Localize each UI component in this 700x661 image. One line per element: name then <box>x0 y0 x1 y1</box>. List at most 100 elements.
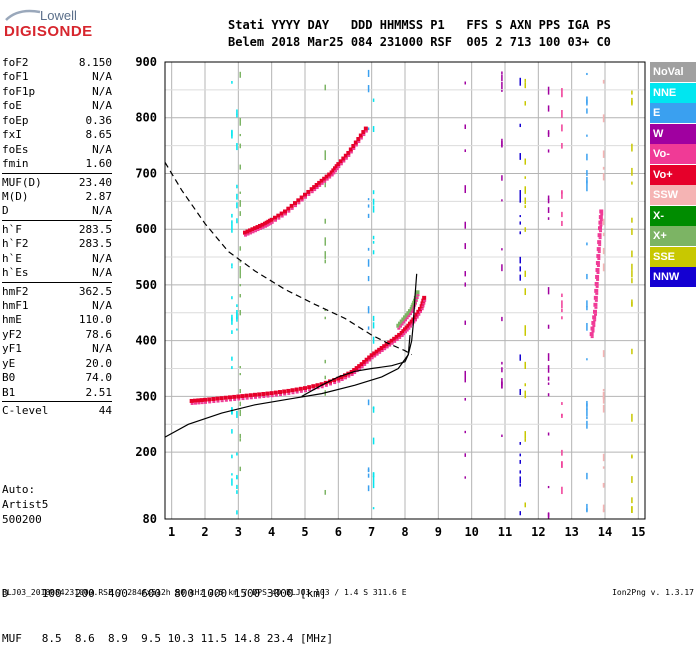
echo-point <box>200 402 204 405</box>
noise-mark <box>236 184 238 189</box>
noise-mark <box>501 71 503 75</box>
echo-point <box>343 373 347 378</box>
echo-point <box>356 137 361 142</box>
echo-point <box>414 319 417 322</box>
noise-mark <box>324 375 326 380</box>
noise-mark <box>236 328 238 331</box>
echo-point <box>589 332 594 337</box>
echo-point <box>314 183 319 188</box>
noise-mark <box>561 110 563 118</box>
param-name: foF1 <box>2 70 29 84</box>
echo-point <box>261 391 266 396</box>
param-value: N/A <box>92 142 112 156</box>
echo-point <box>382 344 387 349</box>
echo-point <box>207 397 212 402</box>
noise-mark <box>239 118 241 126</box>
noise-mark <box>547 376 550 381</box>
noise-mark <box>372 483 375 489</box>
echo-point <box>389 338 394 343</box>
noise-mark <box>464 453 466 457</box>
noise-mark <box>586 273 588 280</box>
echo-point <box>358 368 362 371</box>
noise-mark <box>631 143 633 152</box>
echo-point <box>384 342 389 347</box>
param-name: h`Es <box>2 266 29 280</box>
param-name: fxI <box>2 128 22 142</box>
noise-mark <box>519 442 521 445</box>
legend-item: X+ <box>650 226 696 246</box>
echo-point <box>338 159 343 164</box>
noise-mark <box>602 453 605 462</box>
noise-mark <box>547 393 550 397</box>
noise-mark <box>239 266 241 272</box>
legend-item: SSE <box>650 246 696 267</box>
noise-mark <box>631 217 633 223</box>
y-tick-label: 400 <box>135 334 157 348</box>
echo-point <box>194 402 197 405</box>
echo-point <box>340 378 344 381</box>
auto-artist: Artist5 <box>2 498 49 511</box>
echo-point <box>422 302 426 305</box>
noise-mark <box>367 275 370 282</box>
noise-mark <box>367 473 370 478</box>
echo-point <box>296 198 301 203</box>
param-row: hmF1 N/A <box>2 299 112 313</box>
noise-mark <box>524 186 526 194</box>
echo-point <box>332 172 336 175</box>
noise-mark <box>324 150 326 156</box>
noise-mark <box>602 396 605 404</box>
noise-mark <box>324 316 326 320</box>
noise-mark <box>236 113 238 118</box>
noise-mark <box>547 198 550 204</box>
noise-mark <box>602 263 605 272</box>
noise-mark <box>547 287 550 295</box>
echo-point <box>246 233 250 236</box>
param-divider <box>2 219 112 221</box>
echo-point <box>379 346 384 351</box>
noise-mark <box>519 354 521 359</box>
noise-mark <box>602 350 605 358</box>
echo-point <box>284 213 287 216</box>
param-divider <box>2 172 112 174</box>
noise-mark <box>602 509 605 513</box>
echo-point <box>253 392 257 397</box>
noise-mark <box>501 138 503 147</box>
echo-point <box>311 384 316 389</box>
echo-point <box>317 180 322 185</box>
noise-mark <box>236 312 238 319</box>
echo-point <box>354 366 359 371</box>
noise-mark <box>231 473 233 476</box>
echo-point <box>258 396 262 399</box>
echo-point <box>600 213 604 216</box>
echo-point <box>244 234 247 237</box>
echo-point <box>274 394 278 397</box>
noise-mark <box>561 461 563 468</box>
echo-point <box>410 311 414 314</box>
echo-point <box>315 187 319 190</box>
noise-mark <box>602 218 605 226</box>
echo-point <box>407 327 411 330</box>
echo-point <box>599 230 602 233</box>
echo-point <box>347 375 351 378</box>
echo-point <box>595 292 599 295</box>
echo-point <box>304 390 307 393</box>
echo-point <box>260 222 265 227</box>
header-row1: Stati YYYY DAY DDD HHMMSS P1 FFS S AXN P… <box>228 18 611 32</box>
noise-mark <box>547 217 550 220</box>
noise-mark <box>464 185 466 194</box>
noise-mark <box>464 124 466 130</box>
param-row: foE N/A <box>2 99 112 113</box>
noise-mark <box>324 259 326 263</box>
echo-point <box>351 143 356 148</box>
auto-scaling-info: Auto: Artist5 500200 <box>2 482 48 527</box>
noise-mark <box>586 180 588 185</box>
noise-mark <box>586 300 588 308</box>
noise-mark <box>367 69 370 77</box>
echo-point <box>282 389 287 394</box>
echo-point <box>270 395 274 398</box>
echo-point <box>297 202 301 205</box>
noise-mark <box>239 466 241 472</box>
echo-point <box>329 383 332 386</box>
echo-point <box>595 267 600 272</box>
noise-mark <box>367 85 370 93</box>
